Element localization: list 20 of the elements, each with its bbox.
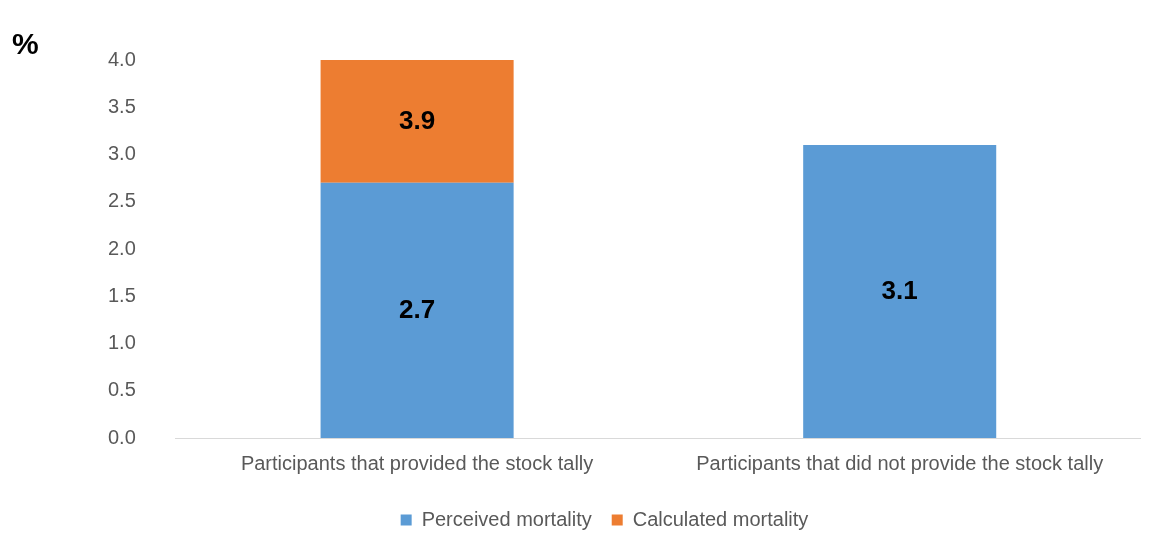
y-tick-label: 2.5 bbox=[107, 189, 136, 212]
y-tick-label: 2.0 bbox=[107, 236, 136, 259]
y-tick-label: 1.5 bbox=[107, 283, 136, 306]
data-label: 3.1 bbox=[881, 274, 918, 305]
legend-label: Calculated mortality bbox=[632, 507, 809, 530]
y-tick-label: 1.0 bbox=[107, 331, 136, 354]
y-tick-label: 0.5 bbox=[107, 378, 136, 401]
bar bbox=[320, 60, 514, 183]
y-tick-label: 0.0 bbox=[107, 425, 136, 448]
y-axis-title: % bbox=[12, 27, 39, 61]
bar bbox=[803, 145, 997, 438]
x-tick-label: Participants that did not provide the stock tally bbox=[696, 451, 1104, 474]
total-label: 3.9 bbox=[399, 104, 436, 135]
y-tick-label: 3.0 bbox=[107, 142, 136, 165]
legend-label: Perceived mortality bbox=[421, 507, 592, 530]
bar bbox=[320, 182, 514, 438]
y-tick-label: 3.5 bbox=[107, 94, 136, 117]
data-label: 2.7 bbox=[399, 293, 436, 324]
x-tick-label: Participants that provided the stock tally bbox=[240, 451, 594, 474]
y-tick-label: 4.0 bbox=[107, 47, 136, 70]
